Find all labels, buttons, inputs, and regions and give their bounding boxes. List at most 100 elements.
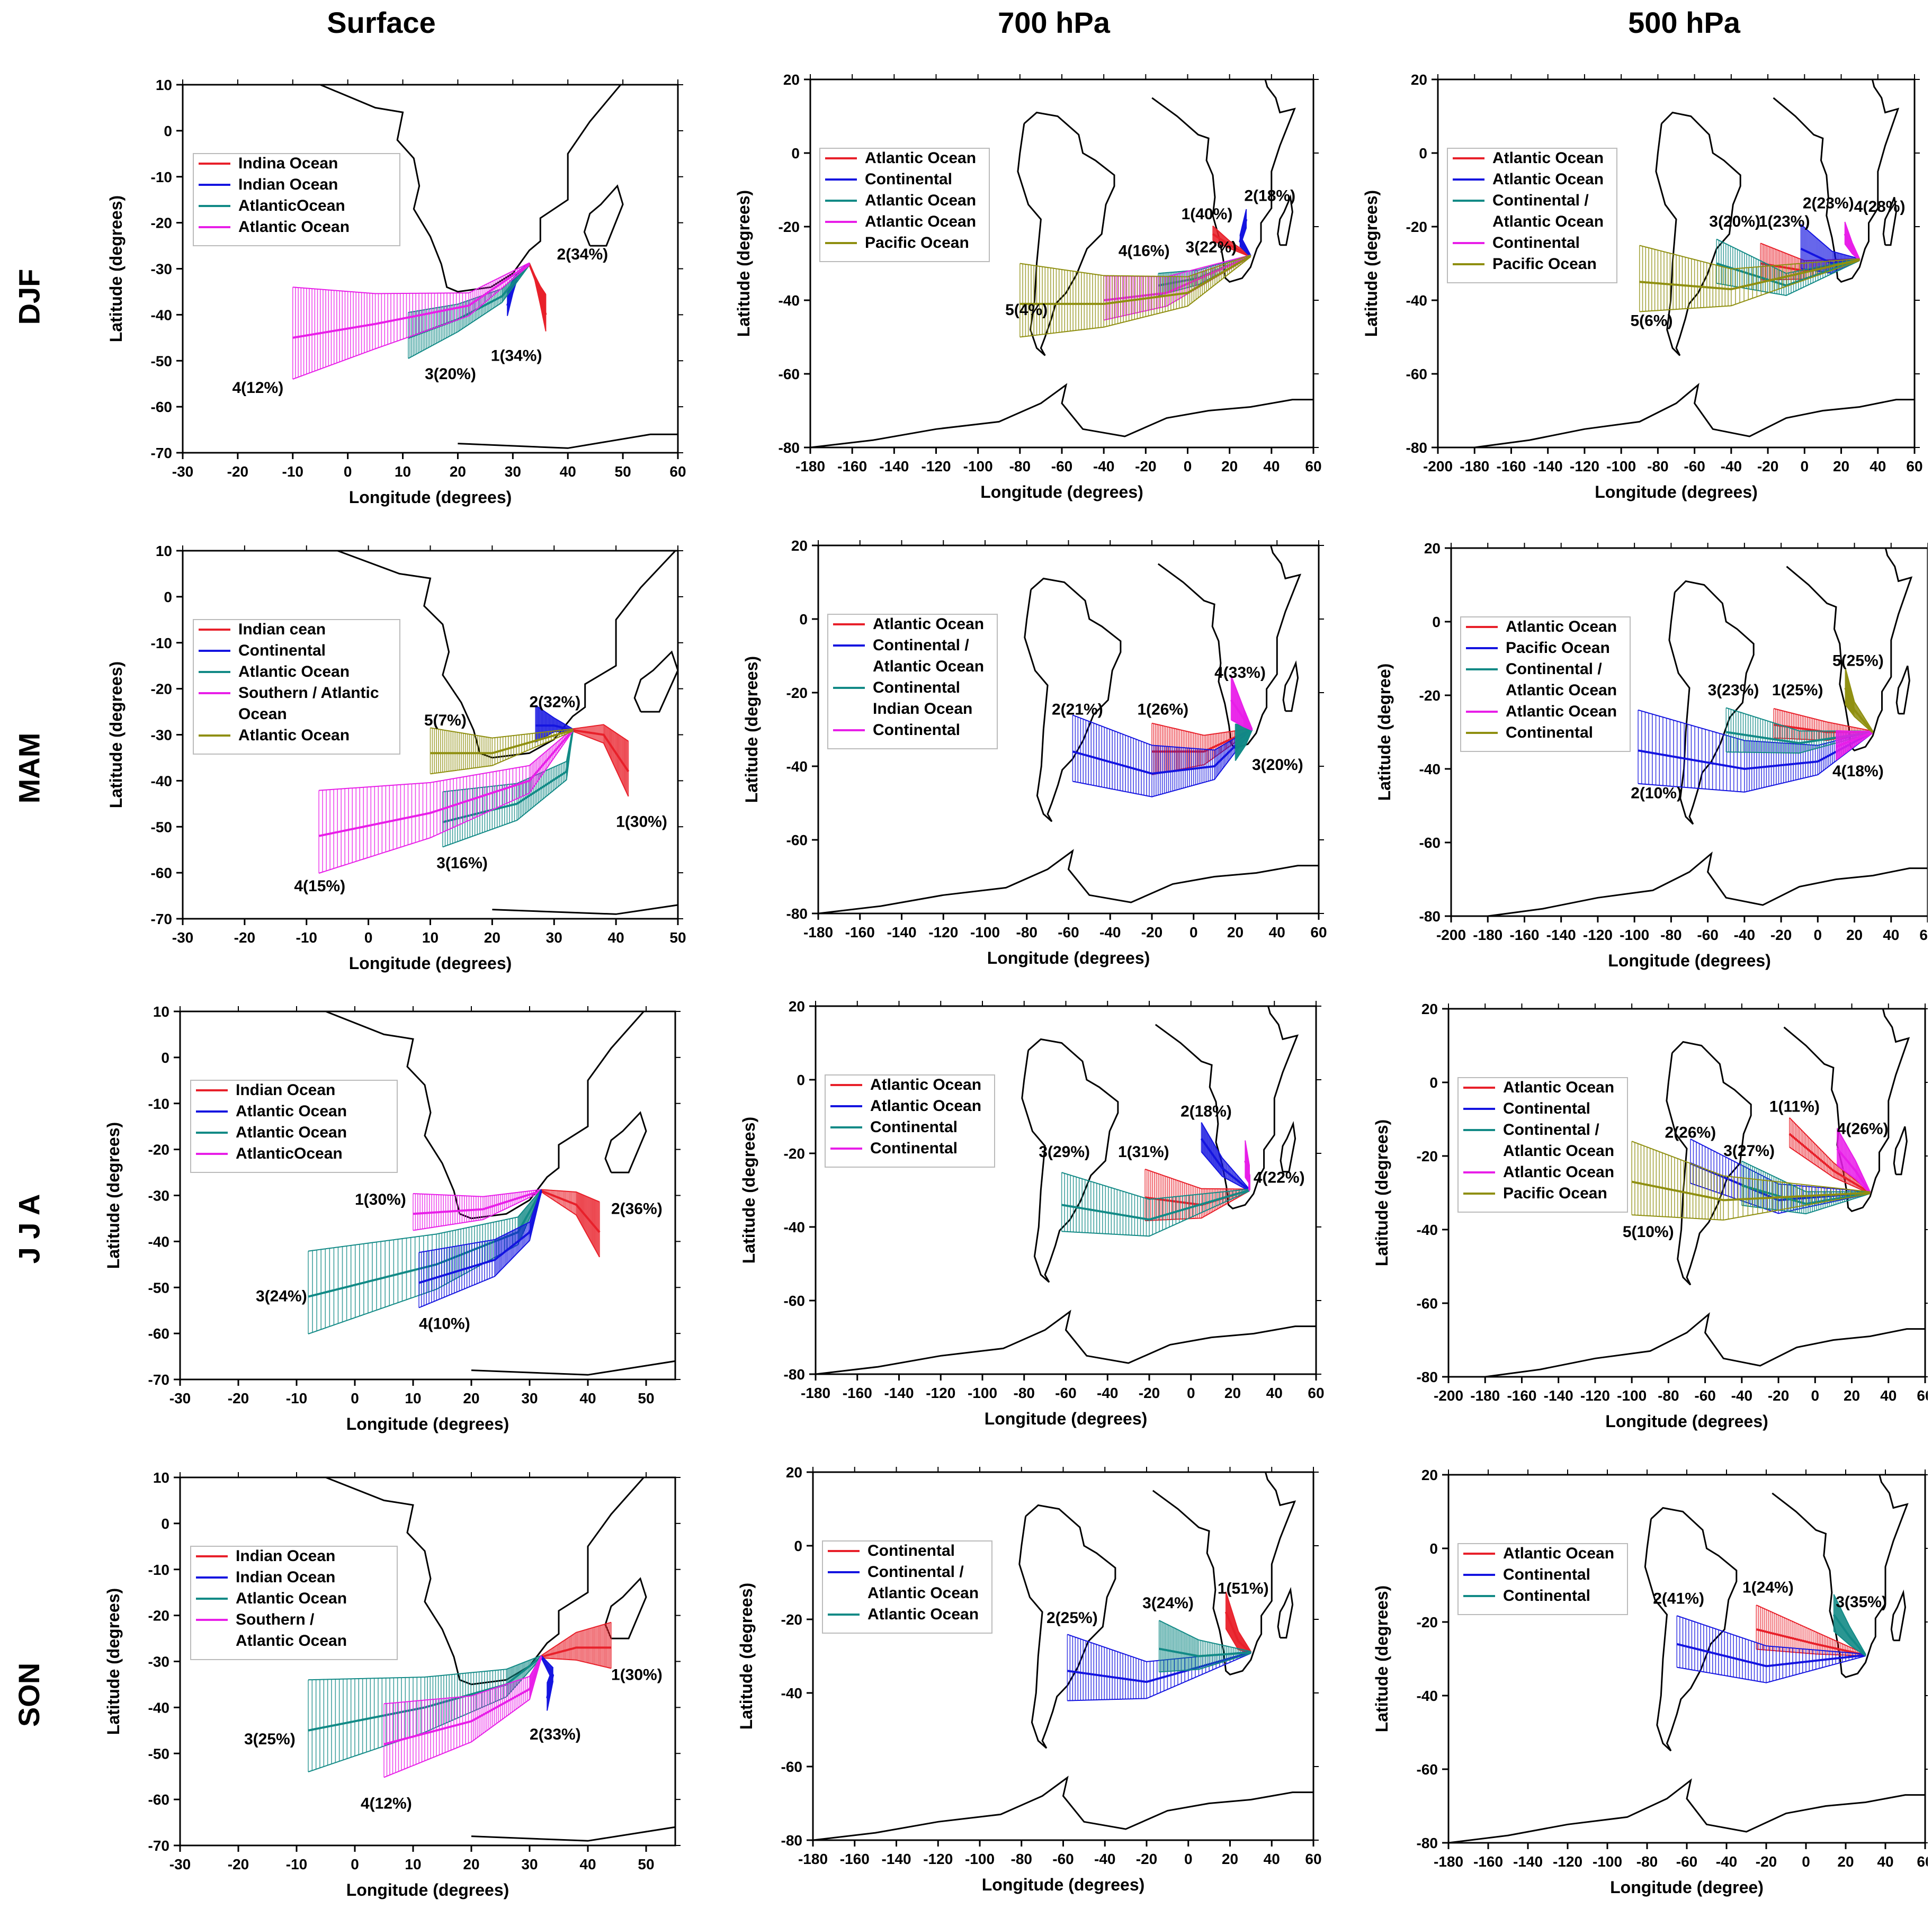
trajectory-5-label: 5(6%) [1630,312,1672,330]
y-tick-label: -70 [151,911,172,927]
spread-upper [430,727,573,739]
x-tick-label: -100 [1620,927,1649,943]
spread-upper [1225,1591,1251,1652]
y-tick-label: -20 [779,219,800,235]
y-tick-label: -20 [148,1142,169,1158]
trajectory-1 [413,1189,542,1231]
legend-entry: Atlantic Ocean [238,663,350,680]
coastline-madagascar [633,650,678,713]
x-tick-label: 60 [1917,1853,1928,1870]
y-tick-label: -40 [779,292,800,309]
x-tick-label: 50 [638,1390,654,1406]
y-tick-label: 0 [161,1516,169,1532]
coastline-antarctica [1485,1312,1925,1377]
spread-lower [1159,1653,1251,1673]
spread-lower [1067,1653,1251,1701]
x-tick-label: -120 [928,924,958,940]
x-tick-label: 20 [1227,924,1244,940]
x-tick-label: -100 [965,1851,995,1867]
trajectory-2-label: 2(34%) [557,246,608,263]
spread-upper [319,728,573,791]
coastline-madagascar [1895,665,1910,715]
y-tick-label: -10 [148,1562,169,1578]
coastline-south-america [1024,577,1122,822]
spread-upper [418,1189,542,1253]
spread-upper [573,724,629,742]
plot-area [292,85,678,449]
coastline-madagascar [583,184,624,247]
coastline-africa [323,1477,645,1686]
x-tick-label: -200 [1423,458,1453,474]
x-tick-label: -20 [1756,1853,1777,1870]
coastline-antarctica [1488,852,1928,916]
y-tick-label: -80 [1417,1835,1438,1851]
x-tick-label: 0 [1184,1851,1193,1867]
plot-area [1488,548,1928,916]
y-tick-label: -70 [148,1372,169,1388]
x-tick-label: 20 [1844,1387,1860,1404]
trajectory-2 [1676,1615,1866,1683]
trajectory-4-label: 4(26%) [1837,1120,1889,1137]
legend-entry: Southern / [236,1611,315,1628]
x-tick-label: 0 [364,929,373,946]
trajectory-1 [528,263,547,331]
legend: Atlantic Ocean Pacific Ocean Continental /… [1460,616,1631,752]
x-tick-label: 40 [1877,1853,1893,1870]
y-tick-label: 0 [164,123,172,139]
y-tick-label: -80 [1406,440,1427,456]
coastline-south-america [1018,1504,1116,1749]
spread-lower [1844,244,1860,261]
legend-box [1457,1077,1628,1213]
x-tick-label: -40 [1093,458,1114,474]
spread-upper [1845,667,1873,732]
spread-lower [1836,732,1873,761]
x-tick-label: -140 [1533,458,1563,474]
spread-lower [1837,1164,1871,1194]
mean-trajectory [1200,1137,1250,1191]
y-tick-label: -20 [1406,219,1427,235]
mean-trajectory [430,729,573,755]
y-tick-label: -70 [148,1838,169,1854]
x-tick-label: 0 [1802,1853,1810,1870]
x-tick-label: -180 [1470,1387,1500,1404]
spread-lower [1201,1151,1250,1191]
legend: Continental Continental / Atlantic Ocean At… [822,1540,992,1634]
spread-lower [1072,730,1253,797]
x-tick-label: 20 [484,929,500,946]
y-tick-label: 20 [786,1467,802,1481]
x-axis-label: Longitude (degrees) [1595,482,1758,501]
spread-upper [541,1655,554,1683]
y-tick-label: -50 [148,1745,169,1762]
coastline-antarctica [1474,383,1915,447]
y-tick-label: -60 [784,1293,805,1309]
x-tick-label: -120 [1583,927,1613,943]
x-tick-label: 60 [669,463,686,480]
legend-entry: Atlantic Ocean [865,213,976,230]
chart-son-500hpa: 1(24%) 2(41%) 3(35%) -180 -160 -140 -120 -100 -8… [1372,1467,1928,1897]
trajectory-2-label: 2(21%) [1052,701,1103,719]
x-tick-label: 30 [521,1390,538,1406]
x-axis-label: Longitude (degree) [1610,1878,1764,1897]
x-tick-label: 30 [521,1856,538,1872]
x-tick-label: -20 [1770,927,1792,943]
column-header-500hpa: 500 hPa [1628,6,1740,39]
y-tick-label: -20 [1417,1148,1438,1164]
x-axis-label: Longitude (degrees) [980,482,1143,501]
x-tick-label: -40 [1099,924,1121,940]
spread-lower [418,1191,542,1308]
trajectory-3-label: 3(24%) [1142,1594,1194,1612]
x-tick-label: 0 [351,1856,359,1872]
spread-upper [1773,708,1873,732]
spread-upper [1072,714,1253,751]
y-axis-label: Latitude (degrees) [742,656,761,803]
trajectory-4 [383,1655,542,1778]
x-tick-label: -160 [840,1851,870,1867]
x-tick-label: -20 [1135,458,1156,474]
trajectory-2 [541,1189,601,1258]
x-tick-label: 0 [1811,1387,1820,1404]
spread-lower [1231,719,1253,731]
y-tick-label: -70 [151,445,172,461]
x-axis-label: Longitude (degrees) [1608,951,1771,970]
x-tick-label: -20 [1757,458,1778,474]
column-header-surface: Surface [327,6,436,39]
